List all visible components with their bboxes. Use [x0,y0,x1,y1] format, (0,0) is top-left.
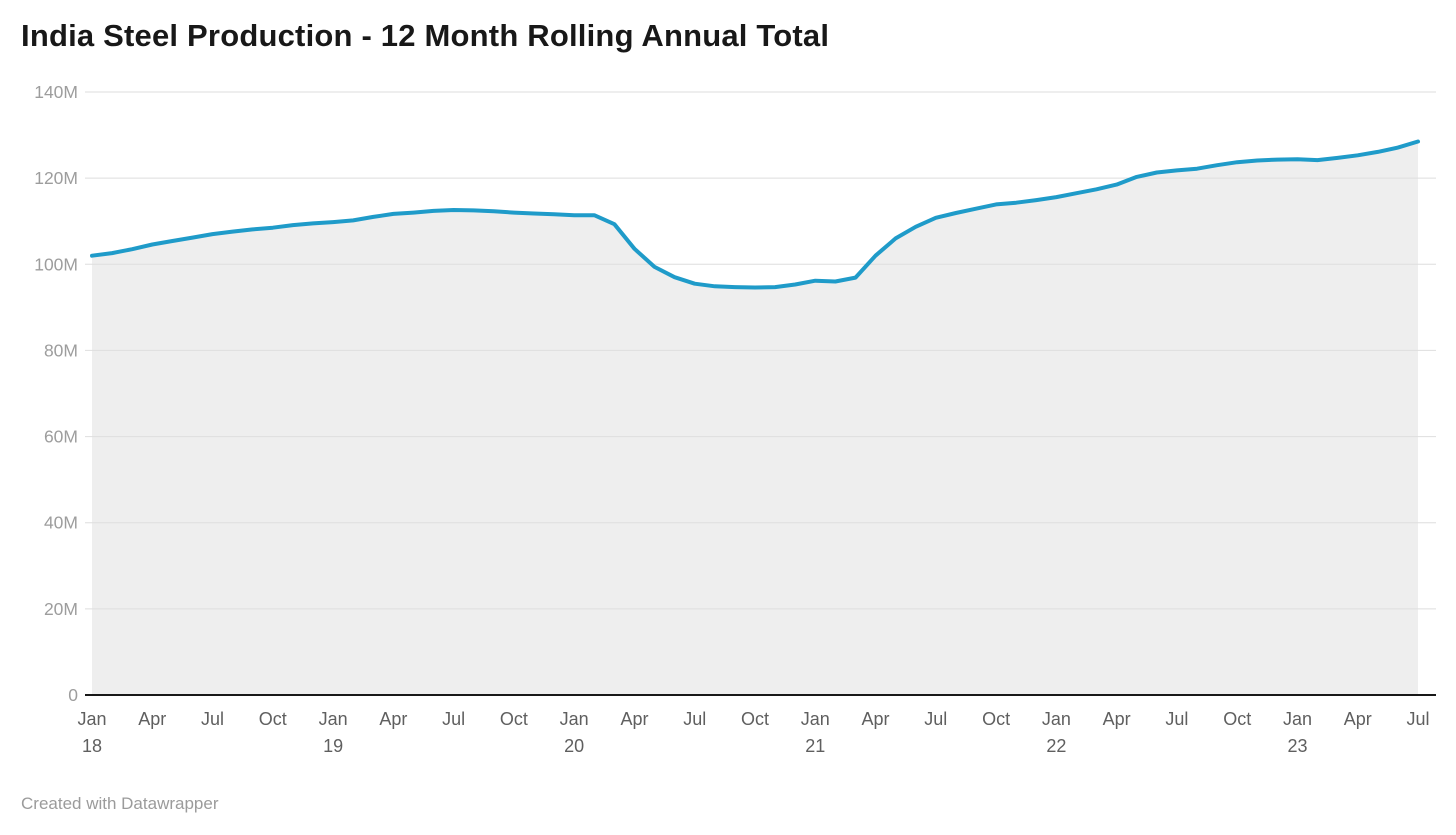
line-chart: 0 20M 40M 60M 80M 100M 120M 140M Jan 18 Apr Jul Oct J… [34,82,1436,756]
y-tick-label: 0 [68,685,78,705]
y-tick-label: 40M [44,513,78,533]
x-tick-year-label: 19 [323,736,343,756]
area-fill [92,141,1418,695]
x-tick-label: Jul [1406,709,1429,729]
datawrapper-credit: Created with Datawrapper [21,794,219,813]
x-tick-label: Oct [500,709,528,729]
x-axis-labels: Jan 18 Apr Jul Oct Jan 19 Apr Jul Oct Jan 20 Apr Jul O… [77,709,1429,756]
x-tick-label: Apr [1103,709,1131,729]
y-tick-label: 20M [44,599,78,619]
x-tick-year-label: 23 [1287,736,1307,756]
y-tick-label: 80M [44,340,78,360]
y-tick-label: 120M [34,168,78,188]
x-tick-label: Oct [1223,709,1251,729]
x-tick-label: Jul [924,709,947,729]
x-tick-label: Oct [259,709,287,729]
x-tick-label: Jul [683,709,706,729]
x-tick-label: Oct [982,709,1010,729]
y-tick-label: 100M [34,254,78,274]
x-tick-label: Jan [319,709,348,729]
x-tick-label: Jan [77,709,106,729]
x-tick-year-label: 18 [82,736,102,756]
x-tick-label: Jul [1165,709,1188,729]
x-tick-label: Apr [138,709,166,729]
x-tick-year-label: 21 [805,736,825,756]
chart-title: India Steel Production - 12 Month Rollin… [21,18,830,53]
x-tick-label: Jan [560,709,589,729]
x-tick-label: Jan [801,709,830,729]
x-tick-label: Apr [1344,709,1372,729]
x-tick-label: Jan [1283,709,1312,729]
x-tick-year-label: 22 [1046,736,1066,756]
x-tick-label: Apr [379,709,407,729]
x-tick-label: Apr [861,709,889,729]
x-tick-label: Jul [201,709,224,729]
trend-line [90,139,1420,290]
y-tick-label: 60M [44,427,78,447]
y-axis-labels: 0 20M 40M 60M 80M 100M 120M 140M [34,82,78,705]
x-tick-year-label: 20 [564,736,584,756]
y-tick-label: 140M [34,82,78,102]
x-tick-label: Apr [620,709,648,729]
y-gridlines [85,91,1436,610]
x-tick-label: Jan [1042,709,1071,729]
x-tick-label: Oct [741,709,769,729]
x-tick-label: Jul [442,709,465,729]
